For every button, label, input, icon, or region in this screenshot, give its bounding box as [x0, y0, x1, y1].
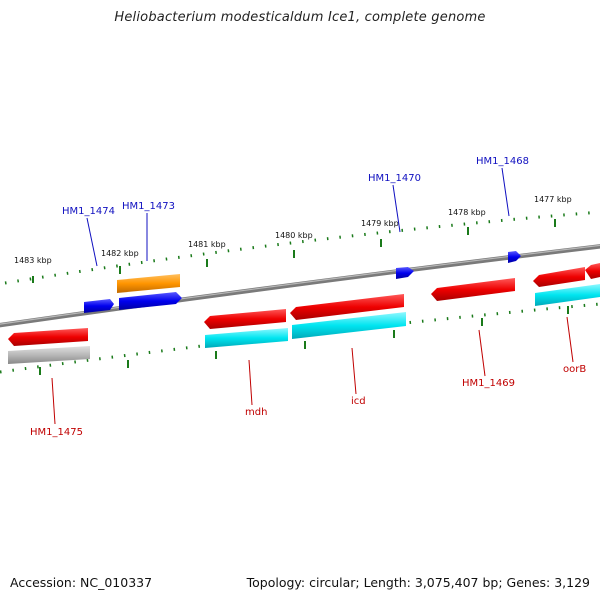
scale-label-1480: 1480 kbp: [275, 231, 313, 240]
scale-label-1482: 1482 kbp: [101, 249, 139, 258]
upper-scale-track: [4, 210, 600, 285]
gene-label-oorb: oorB: [563, 364, 586, 375]
scale-label-1483: 1483 kbp: [14, 256, 52, 265]
scale-label-1477: 1477 kbp: [534, 195, 572, 204]
lower-label-leaders: [51, 316, 574, 425]
genome-backbone: [0, 244, 600, 328]
lower-gene-labels: HM1_1475 mdh icd HM1_1469 oorB: [30, 364, 586, 438]
scale-labels: 1483 kbp 1482 kbp 1481 kbp 1480 kbp 1479…: [14, 195, 572, 265]
gene-cyan-oorb: [535, 284, 600, 306]
gene-red-hm1-1475: [8, 328, 88, 346]
gene-label-mdh: mdh: [245, 407, 267, 418]
gene-red-mdh: [204, 309, 286, 329]
gene-label-hm1-1473: HM1_1473: [122, 201, 175, 212]
gene-label-icd: icd: [351, 396, 366, 407]
gene-label-hm1-1468: HM1_1468: [476, 156, 529, 167]
upper-gene-labels: HM1_1474 HM1_1473 HM1_1470 HM1_1468: [62, 156, 529, 217]
gene-red-hm1-1469: [431, 278, 515, 301]
gene-label-hm1-1475: HM1_1475: [30, 427, 83, 438]
gene-blue-hm1-1474: [84, 299, 114, 313]
scale-label-1478: 1478 kbp: [448, 208, 486, 217]
scale-label-1481: 1481 kbp: [188, 240, 226, 249]
gene-blue-hm1-1468: [508, 251, 521, 263]
gene-red-oorb: [533, 267, 585, 287]
footer-topology: Topology: circular; Length: 3,075,407 bp…: [246, 575, 590, 590]
upper-major-ticks: [32, 219, 556, 283]
gene-blue-1473: [119, 292, 182, 310]
reverse-strand-genes: [8, 263, 600, 364]
gene-cyan-mdh: [205, 328, 288, 348]
page-title: Heliobacterium modesticaldum Ice1, compl…: [114, 10, 486, 25]
gene-red-icd: [290, 294, 404, 320]
upper-label-leaders: [86, 167, 510, 267]
gene-orange: [117, 274, 180, 293]
gene-label-hm1-1469: HM1_1469: [462, 378, 515, 389]
gene-label-hm1-1470: HM1_1470: [368, 173, 421, 184]
scale-label-1479: 1479 kbp: [361, 219, 399, 228]
gene-red-edge: [585, 263, 600, 279]
gene-gray-hm1-1475: [8, 346, 90, 364]
gene-label-hm1-1474: HM1_1474: [62, 206, 115, 217]
gene-cyan-icd: [292, 312, 406, 339]
gene-blue-hm1-1470: [396, 267, 414, 279]
forward-strand-genes: [84, 251, 521, 313]
lower-major-ticks: [39, 306, 569, 375]
footer-accession: Accession: NC_010337: [10, 575, 153, 590]
